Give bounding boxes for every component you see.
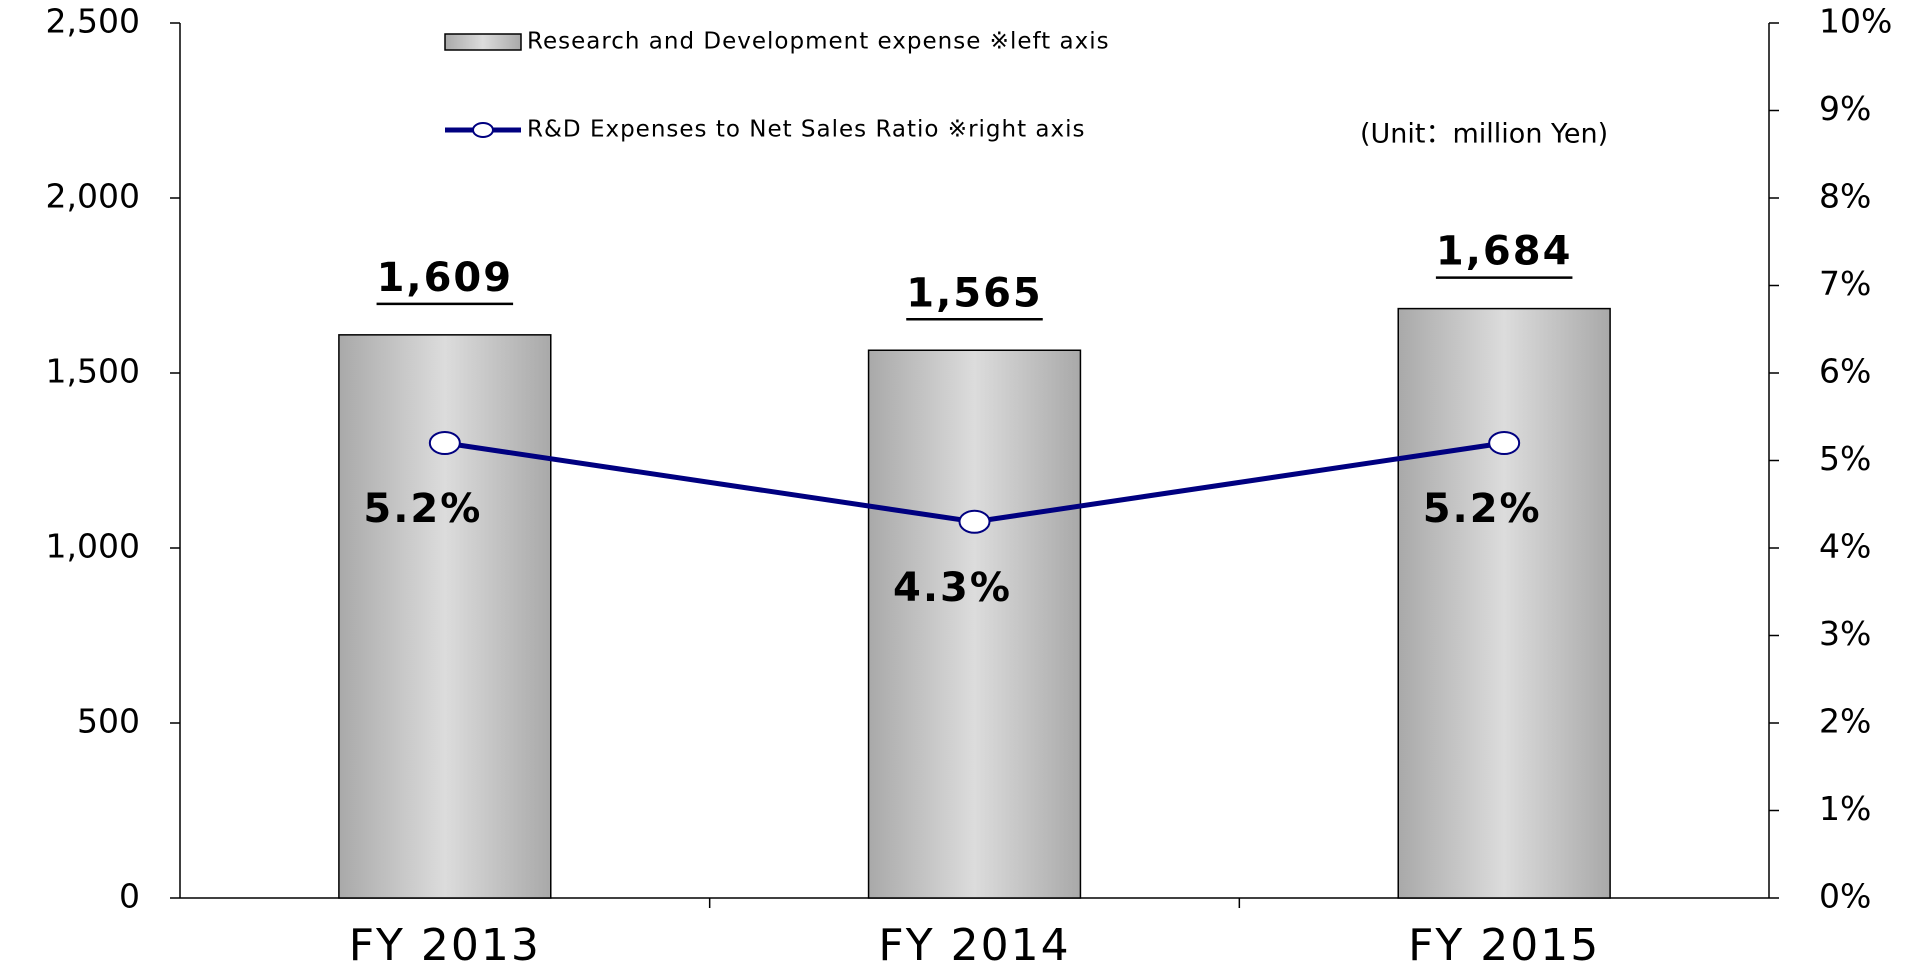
legend-swatch [444, 33, 522, 51]
legend-label: Research and Development expense ※left a… [527, 29, 1110, 55]
bar-value-label: 1,609 [377, 255, 514, 301]
line-marker [958, 509, 991, 534]
line-marker [428, 431, 461, 455]
y-tick-label: 500 [77, 702, 140, 741]
y-tick-label: 2,000 [46, 177, 140, 216]
y-tick-label: 1,500 [46, 352, 140, 391]
y-tick-label: 1,000 [46, 527, 140, 566]
x-tick-label: FY 2015 [1408, 920, 1600, 966]
legend-marker [472, 122, 494, 138]
bar [1397, 307, 1611, 899]
line-value-label: 5.2% [363, 486, 482, 532]
y2-tick-label: 8% [1819, 177, 1871, 216]
bar [338, 334, 552, 899]
bar [867, 349, 1082, 899]
legend-label: R&D Expenses to Net Sales Ratio ※right a… [527, 117, 1086, 143]
y2-tick-label: 3% [1819, 614, 1871, 653]
y2-tick-label: 2% [1819, 702, 1871, 741]
x-tick-label: FY 2014 [878, 920, 1070, 966]
line-value-label: 4.3% [893, 565, 1012, 611]
y2-tick-label: 5% [1819, 439, 1871, 478]
y2-tick-label: 9% [1819, 89, 1871, 128]
y2-tick-label: 0% [1819, 877, 1871, 916]
y2-tick-label: 7% [1819, 264, 1871, 303]
line-marker [1488, 431, 1521, 455]
y-tick-label: 2,500 [46, 2, 140, 41]
y2-tick-label: 6% [1819, 352, 1871, 391]
bar-value-label: 1,684 [1436, 229, 1573, 275]
bar-value-label: 1,565 [906, 270, 1043, 316]
y2-tick-label: 4% [1819, 527, 1871, 566]
y2-tick-label: 10% [1819, 2, 1892, 41]
line-value-label: 5.2% [1423, 486, 1542, 532]
unit-note: (Unit：million Yen) [1360, 119, 1608, 150]
y-tick-label: 0 [119, 877, 140, 916]
y2-tick-label: 1% [1819, 789, 1871, 828]
x-tick-label: FY 2013 [349, 920, 541, 966]
